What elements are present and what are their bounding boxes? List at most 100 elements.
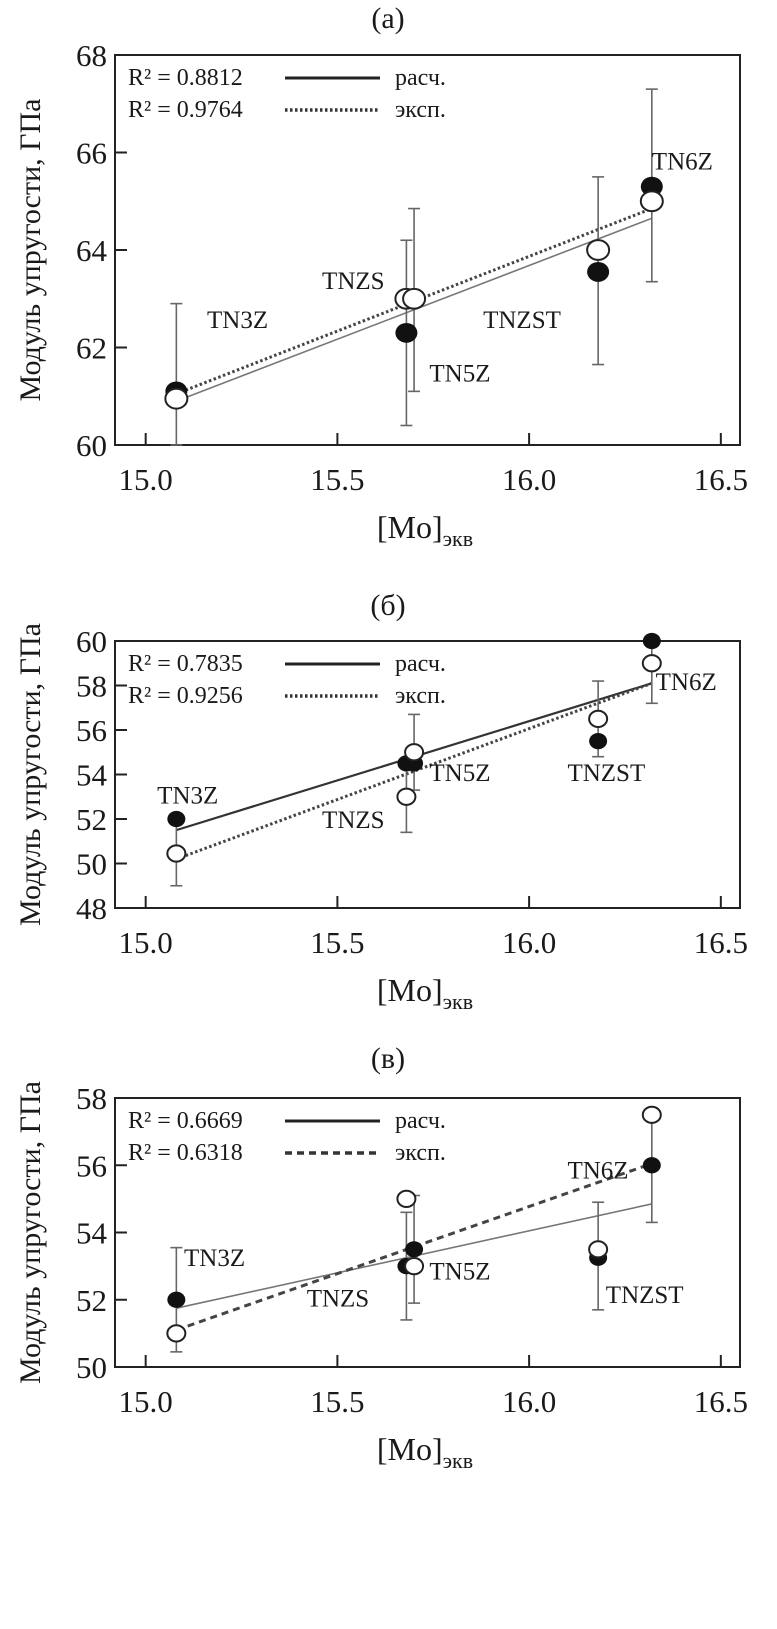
exp-point [641,1105,662,1124]
point-label: TN5Z [429,760,490,787]
x-tick-label: 16.5 [694,925,748,960]
x-tick-label: 15.0 [119,925,173,960]
calc-point [642,1157,661,1174]
exp-point [404,1257,425,1276]
exp-point [586,239,611,261]
x-axis-label-subscript: экв [443,1448,474,1473]
x-tick-label: 15.0 [119,462,173,497]
x-tick-label: 16.5 [694,1384,748,1419]
legend: R² = 0.7835 R² = 0.9256 расч. эксп. [128,651,446,709]
legend: R² = 0.8812 R² = 0.9764 расч. эксп. [128,65,446,123]
y-tick-label: 62 [76,331,107,366]
exp-point [396,787,417,806]
y-tick-label: 66 [76,136,107,171]
calc-point [167,1291,186,1308]
y-tick-label: 48 [76,891,107,926]
point-label: TNZST [606,1282,684,1309]
calc-point [589,733,608,750]
exp-point [164,387,189,410]
y-axis-label: Модуль упругости, ГПа [14,1081,47,1384]
point-label: TN3Z [207,307,268,334]
y-tick-label: 56 [76,1148,107,1183]
y-tick-label: 68 [76,38,107,73]
panel-title: (б) [370,589,405,622]
x-axis-label: [Mo]экв [377,509,473,551]
exp-point [396,1189,417,1208]
point-label: TN6Z [567,1158,628,1185]
y-axis-label: Модуль упругости, ГПа [14,99,47,402]
legend-calc-label: расч. [395,1108,446,1134]
exp-point [588,709,609,728]
point-label: TNZS [322,268,385,295]
exp-point [588,1240,609,1259]
x-axis-label: [Mo]экв [377,1431,473,1473]
point-label: TNZST [483,307,561,334]
calc-point [587,262,610,282]
point-label: TN6Z [652,149,713,176]
x-tick-label: 15.5 [310,1384,364,1419]
y-tick-label: 54 [76,758,108,793]
x-tick-label: 16.5 [694,462,748,497]
legend-r2-calc: R² = 0.8812 [128,65,243,91]
legend-r2-calc: R² = 0.6669 [128,1108,243,1134]
legend-calc-label: расч. [395,651,446,677]
legend-exp-label: эксп. [395,1140,446,1166]
y-tick-label: 52 [76,802,107,837]
x-tick-label: 16.0 [502,1384,556,1419]
legend: R² = 0.6669 R² = 0.6318 расч. эксп. [128,1108,446,1166]
point-label: TN6Z [656,669,717,696]
y-axis-label: Модуль упругости, ГПа [14,623,47,926]
exp-point [166,1324,187,1343]
x-tick-label: 16.0 [502,462,556,497]
calc-point [395,322,418,343]
legend-calc-label: расч. [395,65,446,91]
y-tick-label: 50 [76,847,107,882]
legend-r2-exp: R² = 0.6318 [128,1140,243,1166]
plot-frame [114,1097,741,1368]
point-label: TNZS [307,1285,370,1312]
y-tick-label: 50 [76,1350,107,1385]
x-tick-label: 15.5 [310,462,364,497]
y-tick-label: 60 [76,624,107,659]
exp-fit-line [175,681,653,861]
calc-point [167,810,186,828]
point-label: TNZST [567,760,645,787]
point-label: TN5Z [429,1259,490,1286]
y-tick-label: 58 [76,1081,107,1116]
panel-title: (а) [371,2,404,35]
panel-title: (в) [371,1042,405,1075]
y-tick-label: 58 [76,669,107,704]
legend-r2-exp: R² = 0.9256 [128,683,243,709]
exp-point [402,287,427,310]
plot-frame [114,640,741,909]
point-label: TN5Z [429,361,490,388]
legend-r2-calc: R² = 0.7835 [128,651,243,677]
x-axis-label: [Mo]экв [377,972,473,1014]
y-tick-label: 60 [76,428,107,463]
exp-point [404,743,425,762]
legend-r2-exp: R² = 0.9764 [128,97,243,123]
panel-3: (в) 50 52 54 56 58 15.0 15.5 16.0 16.5 [Mo]экв Моду… [14,1042,748,1473]
x-axis-label-subscript: экв [443,526,474,551]
legend-exp-label: эксп. [395,97,446,123]
exp-point [641,654,662,673]
x-tick-label: 16.0 [502,925,556,960]
y-tick-label: 52 [76,1283,107,1318]
y-tick-label: 64 [76,233,108,268]
exp-point [639,190,664,213]
exp-point [166,844,187,863]
y-tick-label: 56 [76,713,107,748]
x-tick-label: 15.5 [310,925,364,960]
point-label: TN3Z [157,782,218,809]
panel-2: (б) 48 50 52 54 56 58 60 15.0 15.5 16.0 16.5 [Mo]экв… [14,589,748,1014]
x-axis-label-subscript: экв [443,989,474,1014]
legend-exp-label: эксп. [395,683,446,709]
point-label: TN3Z [184,1245,245,1272]
calc-point [405,1241,424,1258]
panel-1: (а) 60 62 64 66 68 15.0 15.5 16.0 16.5 [Mo]экв Моду… [14,2,748,551]
y-tick-label: 54 [76,1216,108,1251]
calc-point [642,632,661,650]
x-tick-label: 15.0 [119,1384,173,1419]
point-label: TNZS [322,807,385,834]
